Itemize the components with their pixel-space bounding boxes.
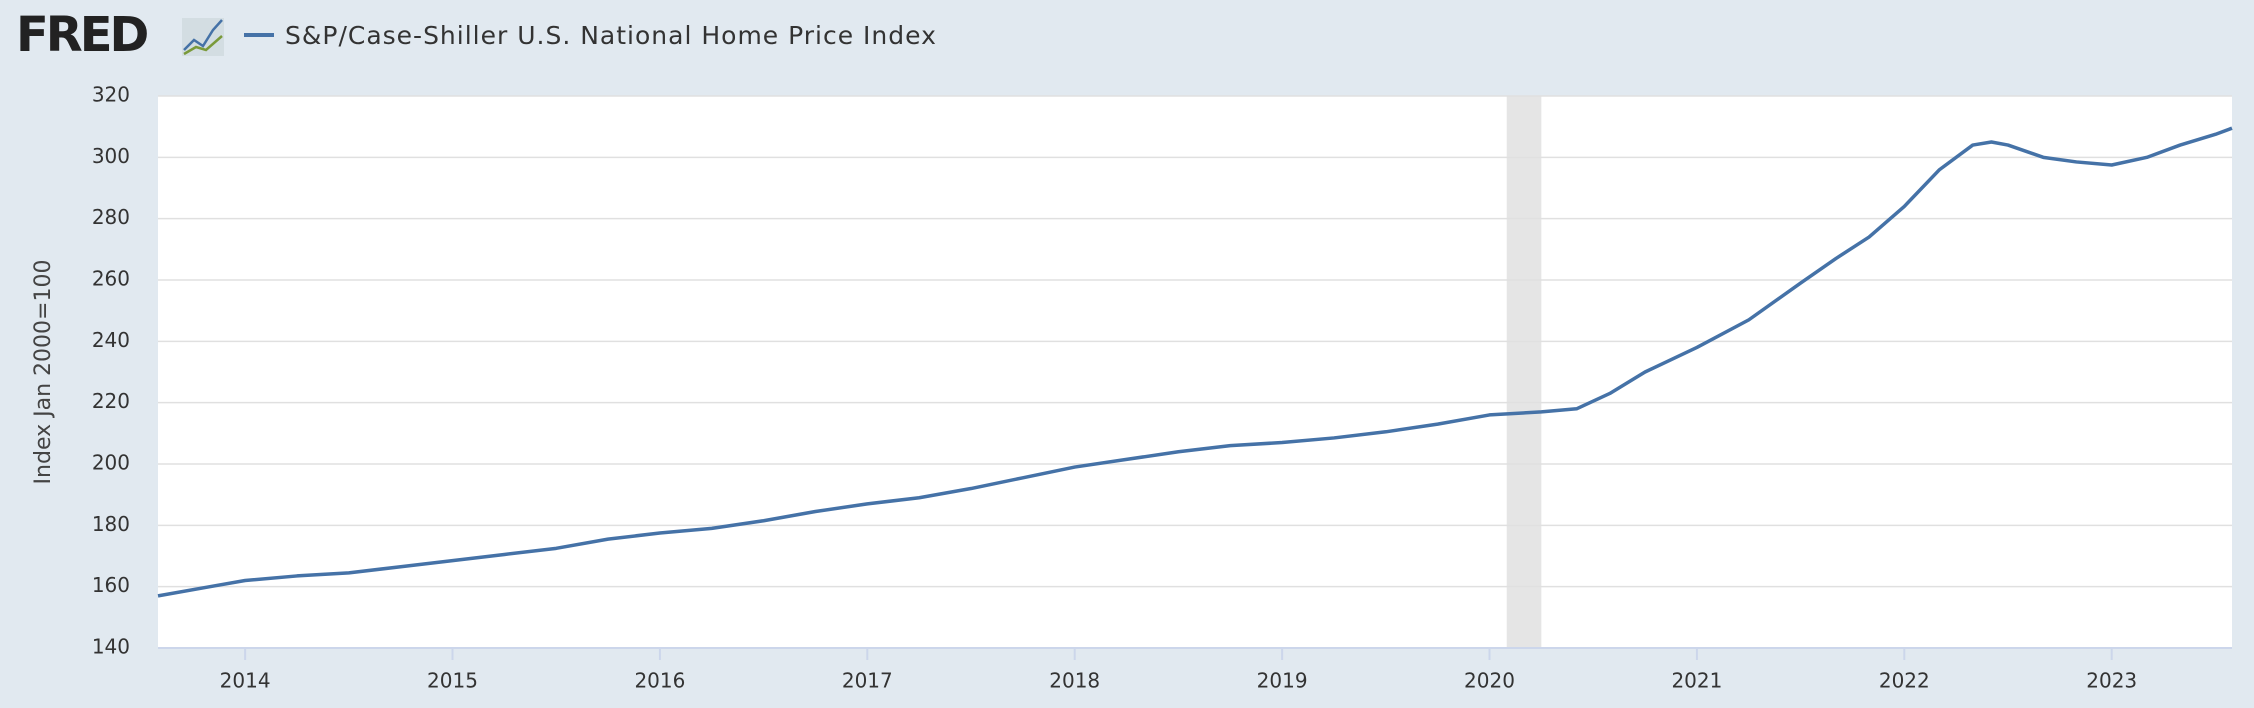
x-tick-label: 2015 [427, 669, 478, 693]
x-tick-label: 2018 [1049, 669, 1100, 693]
y-tick-label: 160 [92, 573, 130, 597]
y-tick-label: 240 [92, 328, 130, 352]
y-tick-label: 200 [92, 451, 130, 475]
x-tick-label: 2021 [1671, 669, 1722, 693]
logo: FRED [16, 7, 148, 63]
y-tick-label: 260 [92, 267, 130, 291]
y-tick-label: 320 [92, 83, 130, 107]
plot-area [158, 96, 2232, 648]
y-axis-label: Index Jan 2000=100 [31, 260, 56, 485]
y-tick-label: 300 [92, 144, 130, 168]
x-tick-label: 2019 [1257, 669, 1308, 693]
series-line [157, 126, 2233, 598]
legend-label: S&P/Case-Shiller U.S. National Home Pric… [285, 21, 937, 50]
recession-band [1506, 96, 1542, 648]
x-tick-label: 2023 [2086, 669, 2137, 693]
x-tick-label: 2014 [220, 669, 271, 693]
y-tick-label: 280 [92, 205, 130, 229]
y-tick-label: 180 [92, 512, 130, 536]
x-tick-label: 2017 [842, 669, 893, 693]
x-tick-label: 2022 [1879, 669, 1930, 693]
y-tick-label: 140 [92, 635, 130, 659]
y-tick-label: 220 [92, 389, 130, 413]
logo-icon [182, 18, 224, 56]
x-tick-label: 2016 [634, 669, 685, 693]
x-tick-label: 2020 [1464, 669, 1515, 693]
